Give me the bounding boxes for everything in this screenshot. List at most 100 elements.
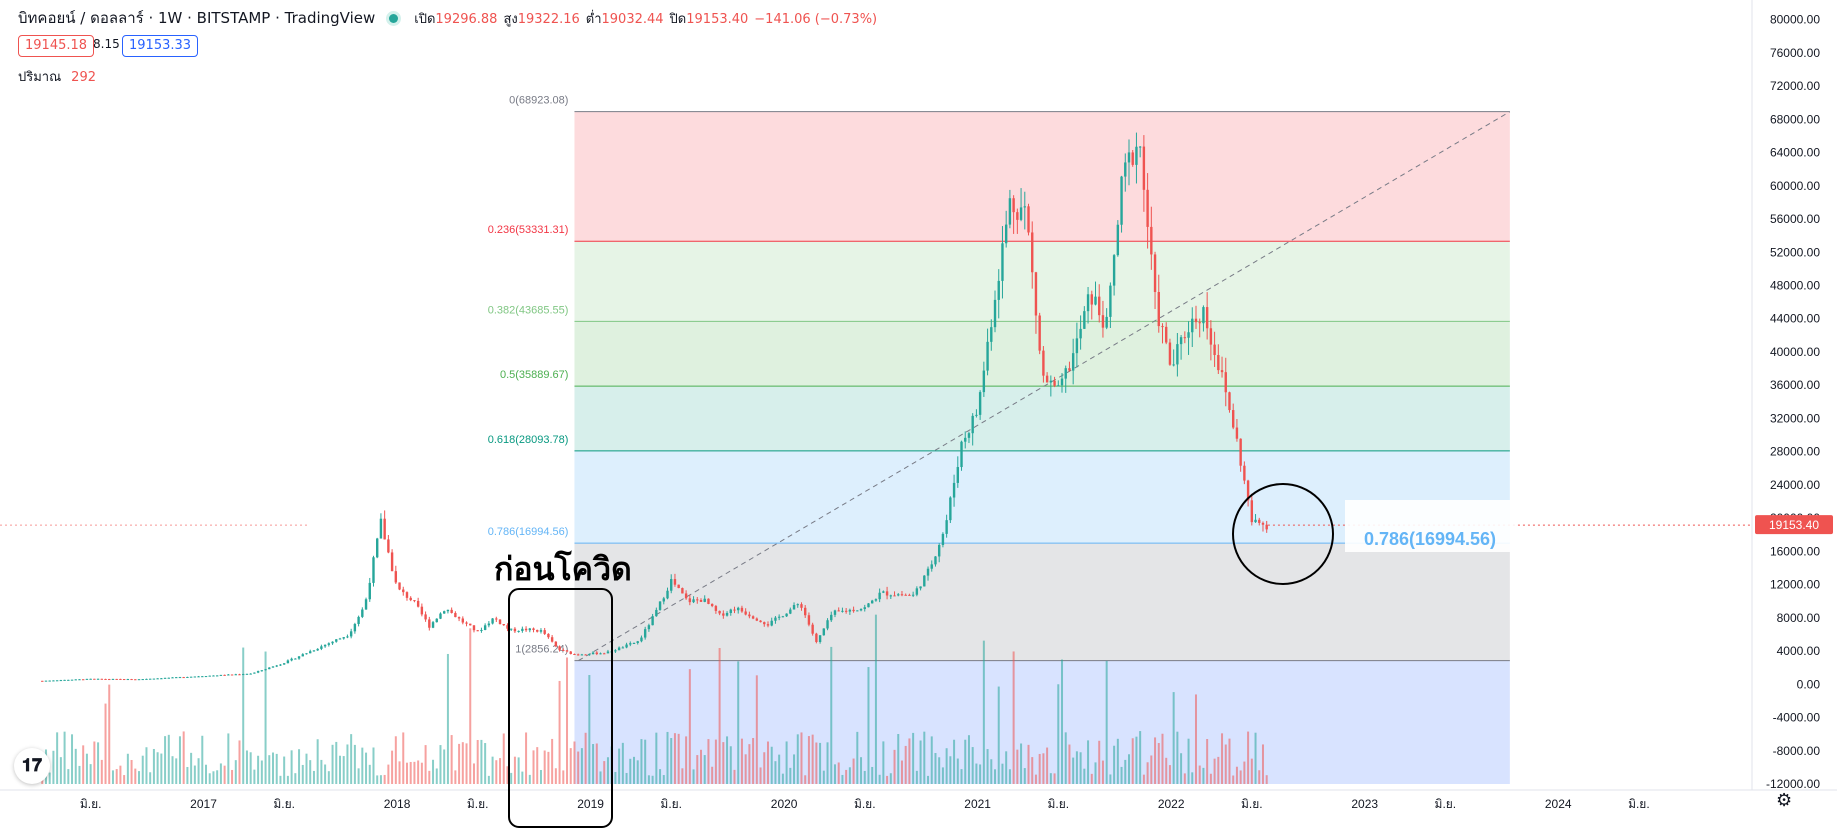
volume-bar bbox=[394, 736, 397, 784]
candle bbox=[804, 607, 807, 616]
candle bbox=[1220, 370, 1224, 373]
candle bbox=[1165, 326, 1168, 343]
candle bbox=[532, 628, 535, 630]
candle bbox=[465, 622, 468, 624]
volume-bar bbox=[796, 734, 799, 784]
volume-bar bbox=[149, 772, 152, 784]
symbol-title[interactable]: บิทคอยน์ / ดอลลาร์ · 1W · BITSTAMP · Tra… bbox=[18, 9, 376, 27]
candle bbox=[189, 676, 193, 678]
volume-bar bbox=[301, 764, 304, 784]
fib-level-label: 0.236(53331.31) bbox=[488, 224, 569, 236]
candle bbox=[629, 643, 632, 645]
candle bbox=[889, 595, 893, 597]
candle bbox=[670, 579, 673, 591]
volume-bar bbox=[915, 770, 918, 784]
volume-bar bbox=[435, 768, 438, 784]
y-tick-label: 32000.00 bbox=[1770, 411, 1820, 425]
candle bbox=[1045, 375, 1049, 383]
candle bbox=[215, 675, 219, 677]
volume-bar bbox=[499, 758, 502, 784]
sell-price-button[interactable]: 19145.18 bbox=[18, 35, 95, 57]
candle bbox=[580, 654, 584, 656]
candle bbox=[830, 614, 833, 621]
volume-bar bbox=[703, 755, 706, 784]
volume-bar bbox=[636, 760, 639, 784]
candle bbox=[186, 676, 189, 678]
candle bbox=[1187, 332, 1190, 338]
candle bbox=[666, 590, 669, 599]
volume-bar bbox=[309, 760, 312, 784]
volume-bar bbox=[245, 750, 248, 784]
candle bbox=[982, 370, 986, 393]
volume-bar bbox=[130, 759, 133, 784]
candle bbox=[1071, 353, 1075, 371]
tradingview-logo-icon[interactable]: 𝟏𝟕 bbox=[14, 748, 50, 784]
candle bbox=[632, 642, 636, 644]
volume-bar bbox=[878, 774, 881, 784]
buy-price-button[interactable]: 19153.33 bbox=[122, 35, 199, 57]
volume-bar bbox=[525, 732, 528, 784]
candle bbox=[848, 609, 852, 612]
volume-bar bbox=[1165, 757, 1168, 784]
candle bbox=[863, 607, 866, 610]
volume-bar bbox=[1023, 768, 1026, 784]
x-tick-label: 2019 bbox=[577, 797, 604, 811]
candle bbox=[335, 639, 338, 642]
volume-bar bbox=[175, 758, 178, 784]
candle bbox=[1004, 224, 1008, 244]
volume-bar bbox=[338, 755, 341, 784]
y-tick-label: -8000.00 bbox=[1773, 744, 1821, 758]
volume-bar bbox=[547, 751, 550, 784]
candle bbox=[446, 609, 450, 612]
volume-bar bbox=[726, 736, 729, 784]
pre-covid-box bbox=[508, 588, 613, 828]
candle bbox=[1150, 226, 1153, 255]
candle bbox=[323, 644, 327, 647]
candle bbox=[785, 613, 788, 617]
volume-bar bbox=[1005, 751, 1008, 784]
y-tick-label: 4000.00 bbox=[1777, 644, 1821, 658]
volume-bar bbox=[316, 739, 319, 784]
volume-bar bbox=[402, 732, 405, 784]
volume-bar bbox=[361, 747, 364, 784]
candle bbox=[964, 437, 967, 442]
candle bbox=[1191, 318, 1194, 333]
volume-bar bbox=[629, 758, 632, 784]
volume-bar bbox=[216, 770, 219, 784]
volume-bar bbox=[461, 742, 464, 784]
volume-bar bbox=[718, 648, 721, 784]
candle bbox=[338, 638, 342, 640]
volume-bar bbox=[949, 756, 952, 784]
volume-bar bbox=[666, 731, 669, 784]
volume-bar bbox=[551, 738, 554, 784]
volume-bar bbox=[897, 734, 900, 784]
candle bbox=[1031, 232, 1034, 273]
volume-bar bbox=[469, 628, 472, 784]
candle bbox=[1060, 378, 1064, 386]
candle bbox=[74, 679, 77, 681]
candle bbox=[1198, 322, 1201, 324]
volume-bar bbox=[126, 753, 129, 784]
candle bbox=[208, 675, 211, 677]
x-tick-label: มิ.ย. bbox=[80, 797, 102, 811]
candle bbox=[357, 616, 360, 624]
gear-icon[interactable]: ⚙ bbox=[1776, 790, 1793, 811]
volume-bar bbox=[357, 768, 360, 784]
volume-bar bbox=[1131, 738, 1134, 784]
candle bbox=[1172, 364, 1175, 366]
candle bbox=[547, 633, 550, 638]
volume-bar bbox=[63, 731, 66, 784]
candle bbox=[487, 623, 491, 626]
candle bbox=[900, 594, 904, 596]
candle bbox=[1109, 285, 1112, 317]
x-tick-label: มิ.ย. bbox=[467, 797, 489, 811]
volume-bar bbox=[1042, 753, 1045, 784]
volume-bar bbox=[647, 775, 650, 784]
volume-bar bbox=[659, 769, 662, 784]
candle bbox=[1228, 392, 1231, 411]
volume-bar bbox=[830, 646, 833, 784]
volume-bar bbox=[260, 760, 263, 784]
candle bbox=[163, 677, 167, 679]
candle bbox=[331, 641, 334, 644]
